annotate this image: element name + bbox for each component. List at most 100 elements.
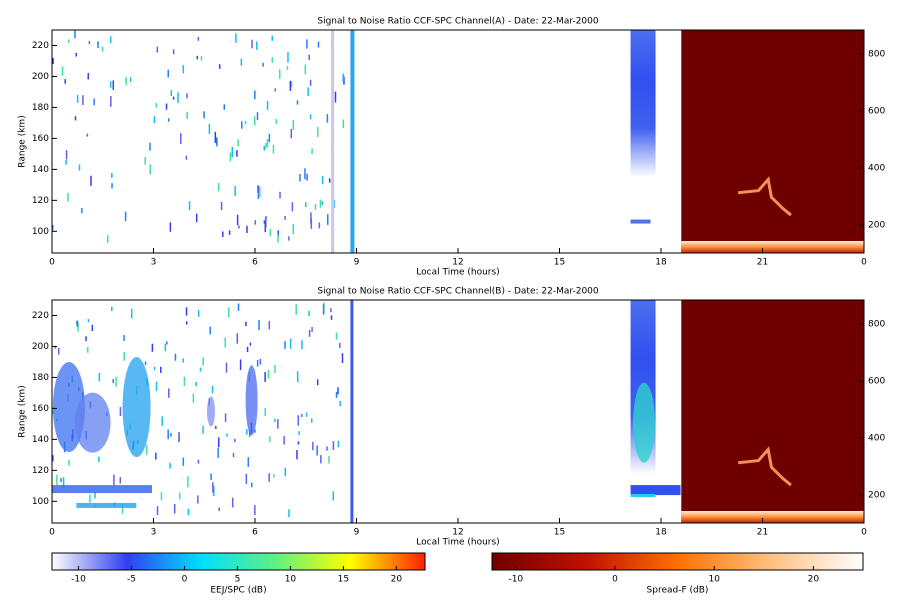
echo-speck <box>178 431 180 443</box>
echo-speck <box>119 477 122 484</box>
echo-speck <box>296 371 299 383</box>
echo-speck <box>145 444 148 456</box>
echo-speck <box>229 152 232 162</box>
echo-speck <box>284 215 286 220</box>
echo-speck <box>180 133 182 144</box>
echo-speck <box>274 365 276 374</box>
echo-speck <box>197 36 200 41</box>
echo-speck <box>289 338 292 349</box>
echo-speck <box>307 87 309 96</box>
echo-speck <box>318 222 321 229</box>
echo-speck <box>311 327 313 332</box>
echo-speck <box>172 49 175 55</box>
echo-speck <box>291 202 294 212</box>
echo-speck <box>253 116 256 126</box>
echo-speck <box>317 41 320 48</box>
echo-patch <box>207 396 216 427</box>
echo-speck <box>161 416 163 426</box>
spread-f-block <box>681 30 864 253</box>
echo-speck <box>237 303 240 311</box>
echo-speck <box>211 385 214 394</box>
echo-speck <box>311 148 313 155</box>
echo-speck <box>111 183 113 189</box>
echo-column <box>630 30 656 178</box>
echo-speck <box>212 482 214 493</box>
echo-speck <box>86 346 89 353</box>
echo-speck <box>337 440 340 448</box>
echo-speck <box>182 65 185 74</box>
echo-speck <box>87 72 90 80</box>
echo-speck <box>335 332 338 340</box>
echo-speck <box>273 473 275 478</box>
echo-speck <box>121 503 124 514</box>
echo-speck <box>164 343 167 352</box>
echo-speck <box>337 387 339 395</box>
echo-speck <box>187 508 190 516</box>
echo-speck <box>213 486 215 497</box>
echo-speck <box>187 476 189 488</box>
y2-tick-label: 400 <box>868 164 885 174</box>
x-axis-label: Local Time (hours) <box>416 538 499 548</box>
echo-speck <box>203 111 205 119</box>
echo-speck <box>326 446 328 451</box>
echo-speck <box>245 321 247 327</box>
echo-speck <box>125 77 127 86</box>
echo-speck <box>249 342 252 346</box>
x-tick-label: 18 <box>655 258 667 268</box>
x-tick-label: 0 <box>49 528 55 538</box>
y-tick-label: 140 <box>32 165 49 175</box>
echo-speck <box>67 193 69 202</box>
x-tick-label: 6 <box>252 528 258 538</box>
echo-speck <box>192 393 195 403</box>
echo-speck <box>225 362 228 373</box>
colorbar-tick-label: 15 <box>338 575 349 585</box>
echo-speck <box>271 35 273 41</box>
colorbar-tick-label: 0 <box>612 575 618 585</box>
echo-speck <box>310 212 312 224</box>
echo-speck <box>306 173 308 181</box>
x-tick-label: 3 <box>151 258 157 268</box>
echo-speck <box>65 150 68 160</box>
echo-speck <box>312 441 314 451</box>
echo-speck <box>52 410 54 414</box>
echo-speck <box>68 39 70 44</box>
echo-speck <box>197 495 199 504</box>
echo-speck <box>254 429 256 433</box>
echo-patch <box>122 357 151 458</box>
echo-speck <box>68 459 70 466</box>
echo-speck <box>247 457 250 467</box>
chart-title: Signal to Noise Ratio CCF-SPC Channel(B)… <box>317 287 599 297</box>
spread-f-block <box>681 300 864 523</box>
echo-speck <box>123 335 125 341</box>
echo-speck <box>217 182 220 192</box>
y-tick-label: 180 <box>32 373 49 383</box>
echo-speck <box>339 400 341 407</box>
echo-speck <box>220 202 223 211</box>
colorbar-tick-label: -5 <box>127 575 136 585</box>
echo-speck <box>271 57 274 63</box>
echo-speck <box>112 379 115 384</box>
echo-speck <box>256 360 259 367</box>
colorbar-label: EEJ/SPC (dB) <box>210 586 266 596</box>
echo-speck <box>209 326 211 335</box>
echo-speck <box>98 372 101 382</box>
colorbar-tick-label: -10 <box>508 575 523 585</box>
colorbar-tick-label: -10 <box>71 575 86 585</box>
y-tick-label: 120 <box>32 196 49 206</box>
echo-speck <box>268 320 271 330</box>
echo-speck <box>265 142 267 149</box>
echo-speck <box>177 92 179 103</box>
echo-speck <box>268 473 270 482</box>
colorbar-tick-label: 0 <box>182 575 188 585</box>
echo-speck <box>295 304 297 315</box>
echo-patch <box>74 392 111 453</box>
echo-speck <box>226 433 228 437</box>
x-tick-label: 21 <box>757 528 768 538</box>
echo-speck <box>297 415 300 426</box>
echo-speck <box>237 139 239 147</box>
echo-patch <box>52 485 152 494</box>
echo-speck <box>314 204 317 210</box>
echo-speck <box>110 96 112 107</box>
echo-speck <box>254 505 256 516</box>
